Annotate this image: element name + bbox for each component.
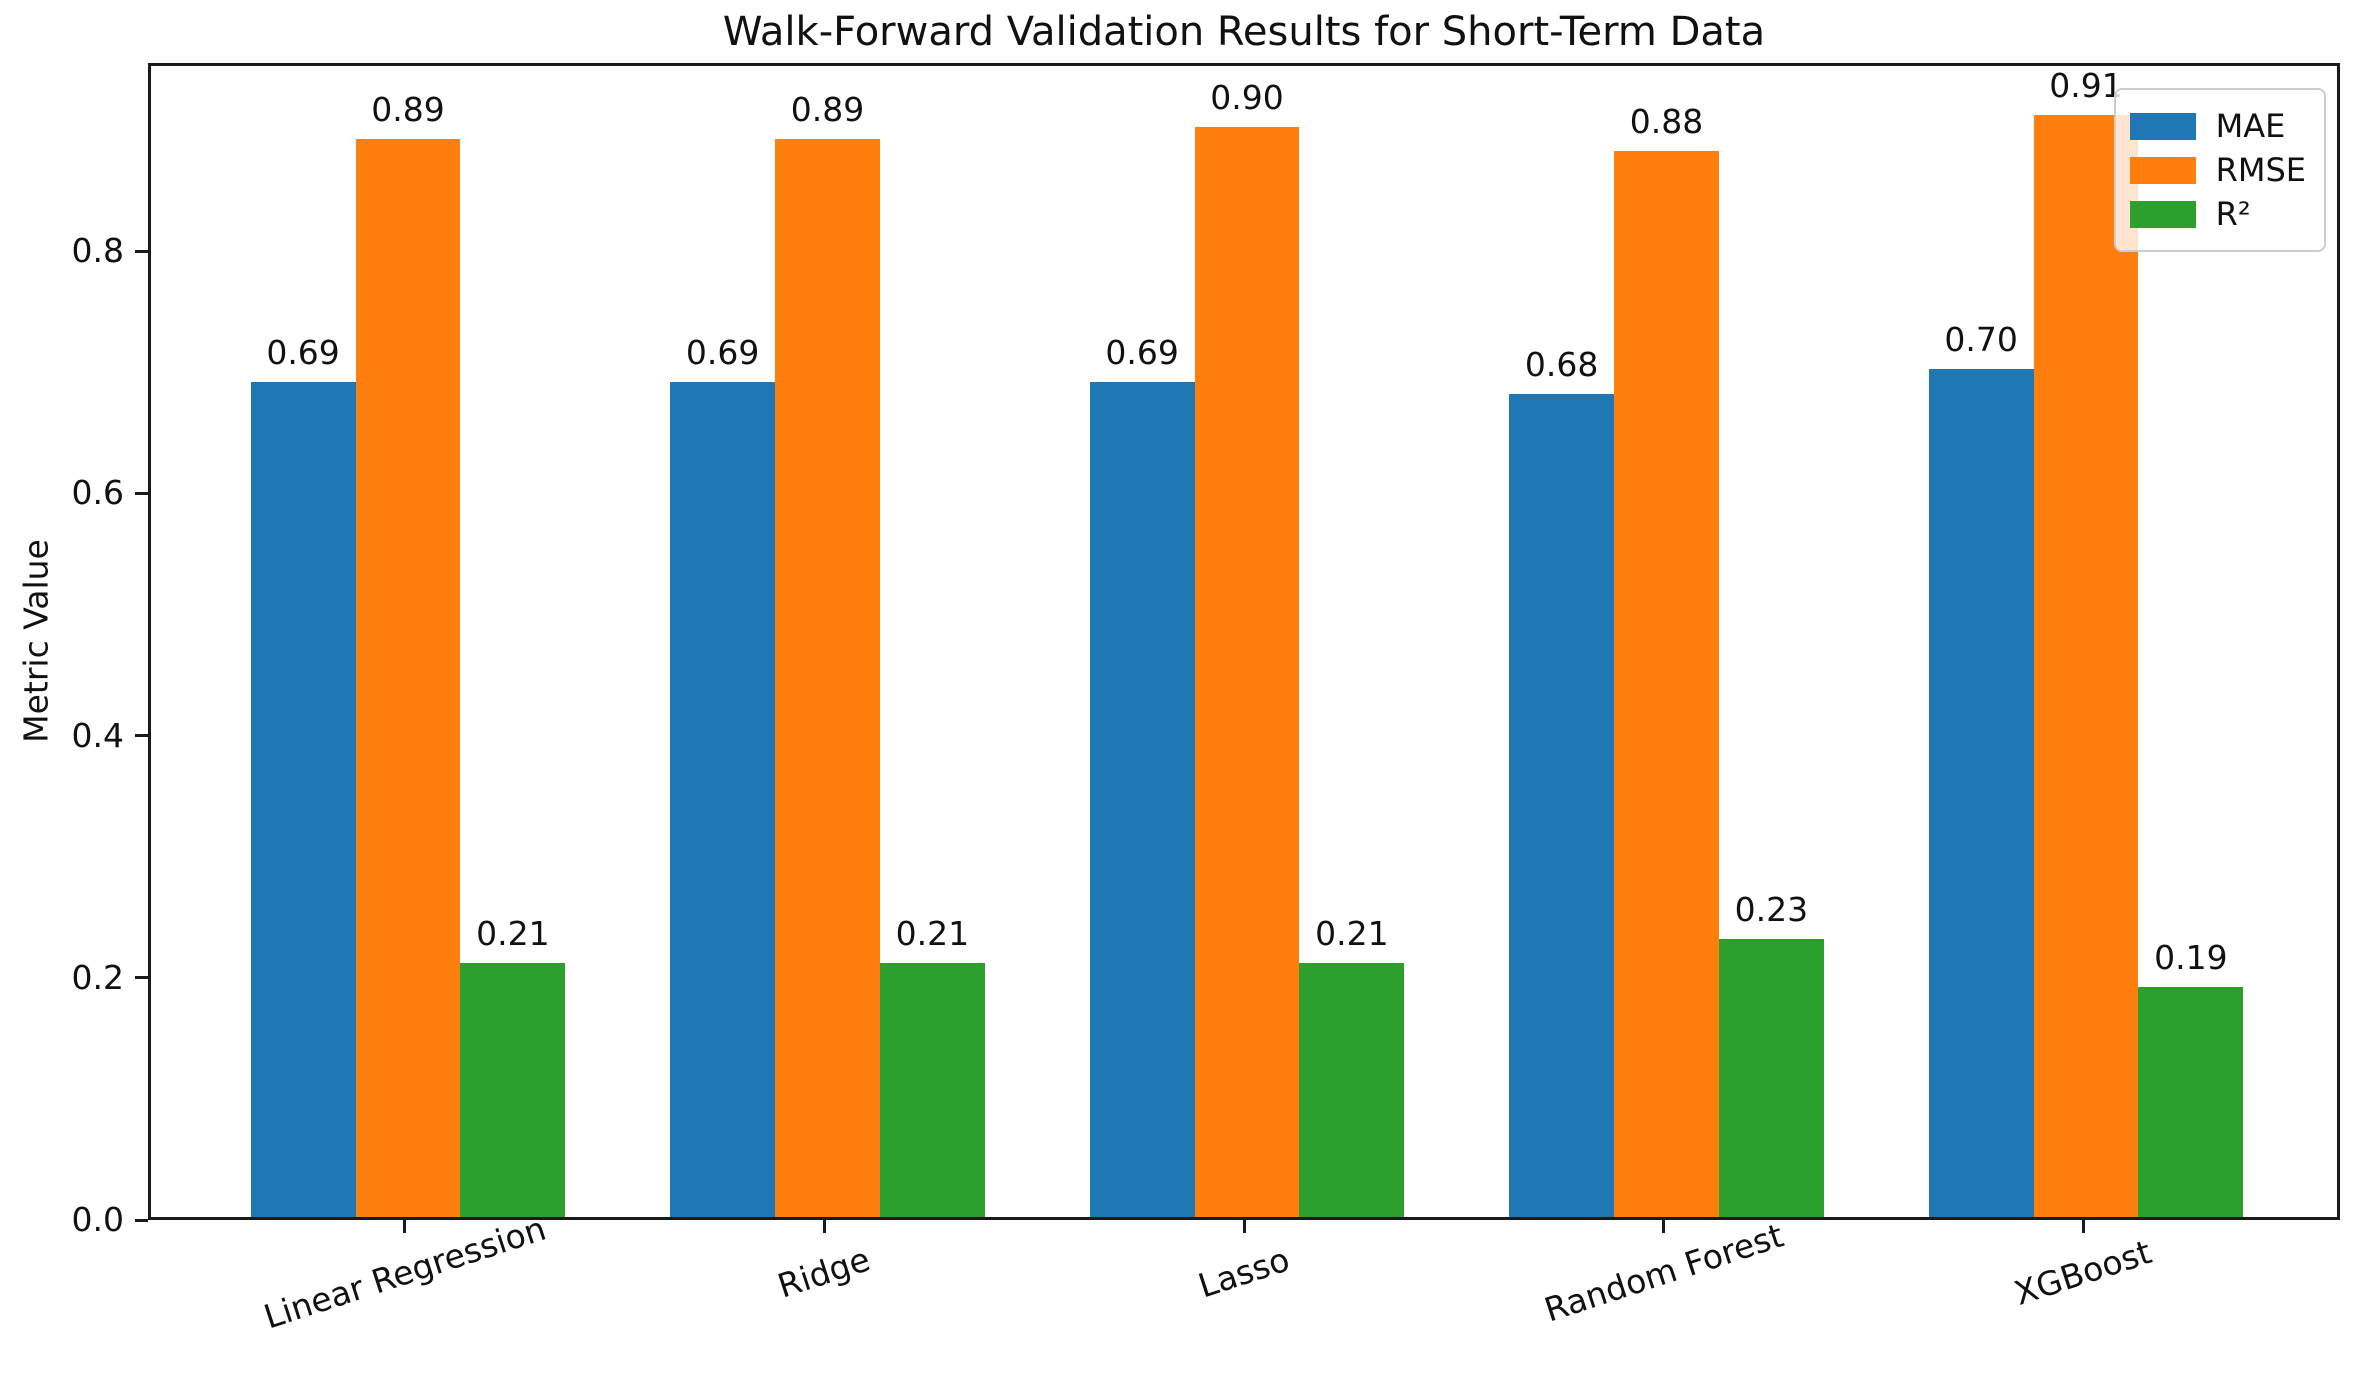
- y-tick-mark: [135, 1218, 148, 1222]
- y-tick-label: 0.0: [71, 1200, 124, 1239]
- bar-MAE-Ridge: [670, 381, 776, 1217]
- legend-swatch-rmse: [2129, 156, 2196, 184]
- bar-value-label: 0.88: [1629, 102, 1704, 142]
- y-tick-label: 0.4: [71, 715, 124, 755]
- y-tick-mark: [135, 249, 148, 253]
- bar-value-label: 0.21: [476, 913, 550, 953]
- x-tick-label-Lasso: Lasso: [1193, 1239, 1295, 1306]
- legend-item-r2: R²: [2129, 195, 2306, 233]
- bar-RMSE-Lasso: [1194, 127, 1300, 1217]
- plot-area: MAE RMSE R² 0.69 0.69 0.69 0.68 0.70 0.89 0.89…: [148, 63, 2340, 1220]
- bar-R²-XGBoost: [2138, 986, 2244, 1217]
- bar-value-label: 0.23: [1734, 889, 1809, 929]
- bar-value-label: 0.69: [685, 332, 760, 372]
- y-tick-mark: [135, 976, 148, 980]
- bar-value-label: 0.70: [1944, 320, 2018, 360]
- x-tick-mark: [822, 1220, 826, 1233]
- bar-R²-Linear Regression: [460, 962, 566, 1217]
- legend: MAE RMSE R²: [2113, 88, 2326, 252]
- y-tick-mark: [135, 734, 148, 738]
- bar-RMSE-Ridge: [775, 139, 880, 1217]
- x-tick-label-XGBoost: XGBoost: [2009, 1232, 2157, 1313]
- bar-MAE-Lasso: [1089, 381, 1195, 1217]
- bar-value-label: 0.89: [371, 90, 445, 130]
- bar-value-label: 0.21: [1315, 913, 1389, 953]
- bar-MAE-Random Forest: [1509, 393, 1615, 1217]
- x-tick-mark: [2081, 1220, 2085, 1233]
- legend-label-rmse: RMSE: [2215, 151, 2306, 189]
- x-tick-mark: [1242, 1220, 1246, 1233]
- bar-RMSE-XGBoost: [2033, 115, 2139, 1217]
- bar-R²-Ridge: [879, 962, 985, 1217]
- legend-label-r2: R²: [2215, 195, 2251, 233]
- legend-item-rmse: RMSE: [2129, 151, 2306, 189]
- bar-value-label: 0.89: [790, 90, 865, 130]
- x-tick-label-Random Forest: Random Forest: [1539, 1215, 1788, 1330]
- bar-MAE-Linear Regression: [250, 381, 356, 1217]
- bar-R²-Lasso: [1299, 962, 1405, 1217]
- bar-value-label: 0.69: [266, 332, 340, 372]
- x-tick-mark: [403, 1220, 407, 1233]
- y-tick-label: 0.8: [71, 231, 124, 271]
- chart-title: Walk-Forward Validation Results for Shor…: [722, 9, 1766, 55]
- bar-value-label: 0.68: [1524, 344, 1599, 384]
- bar-value-label: 0.19: [2154, 937, 2228, 977]
- x-tick-mark: [1662, 1220, 1666, 1233]
- bar-value-label: 0.91: [2049, 66, 2123, 106]
- legend-item-mae: MAE: [2129, 107, 2306, 145]
- y-tick-mark: [135, 491, 148, 495]
- bar-RMSE-Random Forest: [1614, 151, 1719, 1217]
- bar-value-label: 0.69: [1105, 332, 1179, 372]
- bar-R²-Random Forest: [1718, 938, 1824, 1217]
- legend-label-mae: MAE: [2215, 107, 2286, 145]
- legend-swatch-mae: [2129, 112, 2196, 140]
- y-axis-label: Metric Value: [16, 539, 56, 743]
- bar-value-label: 0.90: [1210, 78, 1284, 118]
- legend-swatch-r2: [2129, 200, 2196, 228]
- bar-MAE-XGBoost: [1928, 369, 2034, 1217]
- y-tick-label: 0.2: [71, 957, 124, 997]
- x-tick-label-Ridge: Ridge: [773, 1239, 876, 1306]
- bar-RMSE-Linear Regression: [355, 139, 461, 1217]
- bar-value-label: 0.21: [895, 913, 970, 953]
- y-tick-label: 0.6: [71, 473, 124, 513]
